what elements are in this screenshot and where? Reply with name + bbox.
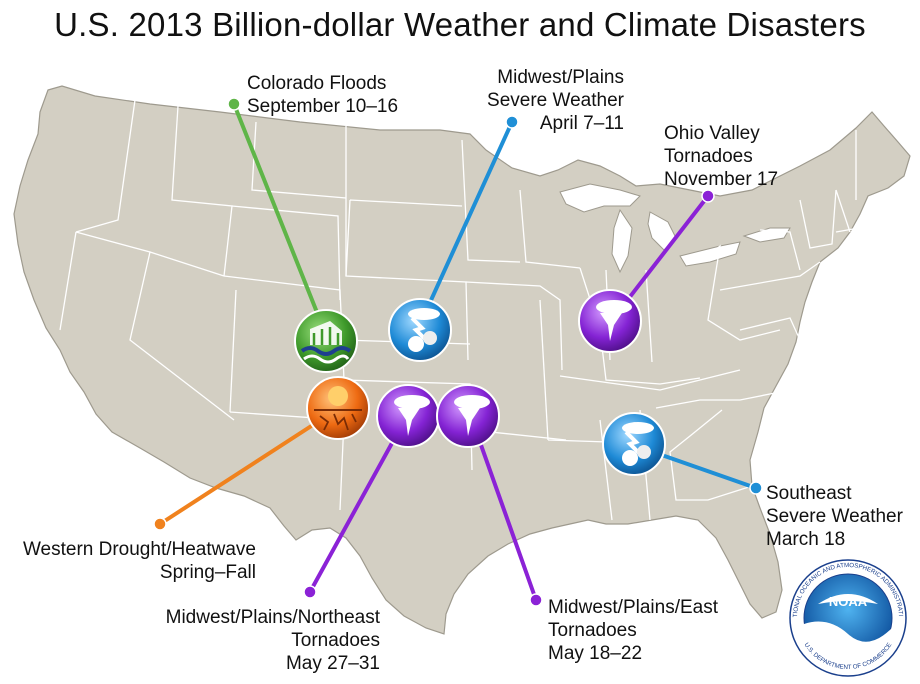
page-title: U.S. 2013 Billion-dollar Weather and Cli… [54,6,866,43]
drought-icon [306,376,370,440]
event-dates: April 7–11 [539,113,624,134]
label-northeast-tornadoes: Midwest/Plains/Northeast Tornadoes May 2… [150,606,380,675]
event-dates: May 27–31 [285,653,380,674]
dot-ohio-tornadoes [701,189,715,203]
tornado-icon [578,289,642,353]
dot-southeast-severe [749,481,763,495]
label-southeast-severe: Southeast Severe Weather March 18 [766,482,903,551]
hail-storm-icon [388,298,452,362]
dot-western-drought [153,517,167,531]
noaa-logo-text: NOAA [829,594,868,609]
event-dates: Spring–Fall [159,562,256,583]
dot-colorado-floods [227,97,241,111]
event-name-line: Midwest/Plains [497,67,624,88]
label-midwest-severe: Midwest/Plains Severe Weather April 7–11 [440,66,624,135]
connector-midwest-severe [420,120,514,322]
tornado-icon [376,384,440,448]
dot-east-tornadoes [529,593,543,607]
label-ohio-tornadoes: Ohio Valley Tornadoes November 17 [664,122,778,191]
event-dates: September 10–16 [247,96,399,117]
event-name-line: Ohio Valley [664,123,760,144]
event-name-line: Southeast [766,483,852,504]
hail-storm-icon [602,412,666,476]
connector-western-drought [158,408,338,526]
event-name-line: Midwest/Plains/East [548,597,719,618]
noaa-logo: NOAA NATIONAL OCEANIC AND ATMOSPHERIC AD… [789,559,907,677]
event-name-line: Severe Weather [766,506,903,527]
flood-icon [294,309,358,373]
event-name: Colorado Floods [247,73,387,94]
label-colorado-floods: Colorado Floods September 10–16 [247,72,398,118]
event-dates: November 17 [664,169,779,190]
event-name-line: Tornadoes [291,630,380,651]
connector-colorado-floods [232,102,326,332]
event-name-line: Tornadoes [548,620,637,641]
event-name-line: Tornadoes [664,146,753,167]
label-western-drought: Western Drought/Heatwave Spring–Fall [8,538,256,584]
dot-midwest-severe [505,115,519,129]
event-dates: May 18–22 [548,643,643,664]
event-name: Western Drought/Heatwave [22,539,256,560]
label-east-tornadoes: Midwest/Plains/East Tornadoes May 18–22 [548,596,718,665]
event-name-line: Midwest/Plains/Northeast [165,607,380,628]
event-name-line: Severe Weather [487,90,624,111]
connector-dots [153,97,763,607]
dot-northeast-tornadoes [303,585,317,599]
connector-northeast-tornadoes [308,412,410,594]
event-dates: March 18 [766,529,846,550]
tornado-icon [436,384,500,448]
